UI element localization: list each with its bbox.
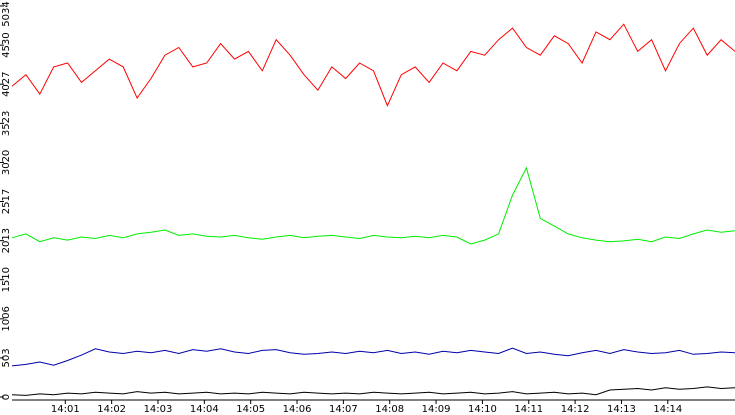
x-tick-label: 14:11 bbox=[514, 404, 543, 415]
x-tick-label: 14:12 bbox=[561, 404, 590, 415]
x-tick-label: 14:13 bbox=[607, 404, 636, 415]
x-tick-label: 14:06 bbox=[283, 404, 312, 415]
x-tick-label: 14:01 bbox=[51, 404, 80, 415]
x-tick-label: 14:05 bbox=[236, 404, 265, 415]
y-tick-label: 4027 bbox=[1, 71, 12, 96]
series-line bbox=[11, 347, 735, 367]
x-tick-label: 14:03 bbox=[144, 404, 173, 415]
y-tick-label: 2013 bbox=[1, 228, 12, 253]
y-tick-label: 5034 bbox=[1, 1, 12, 26]
y-tick-label: 3020 bbox=[1, 150, 12, 175]
x-tick-label: 14:09 bbox=[422, 404, 451, 415]
y-tick-label: 1006 bbox=[1, 306, 12, 331]
x-tick-label: 14:08 bbox=[375, 404, 404, 415]
y-tick-label: 503 bbox=[1, 348, 12, 367]
x-tick-label: 14:10 bbox=[468, 404, 497, 415]
y-tick-label: 0 bbox=[1, 394, 12, 400]
series-line bbox=[11, 23, 735, 107]
x-tick-label: 14:07 bbox=[329, 404, 358, 415]
series-line bbox=[11, 166, 735, 245]
x-tick-label: 14:02 bbox=[97, 404, 126, 415]
y-tick-label: 3523 bbox=[1, 111, 12, 136]
x-tick-label: 14:14 bbox=[653, 404, 682, 415]
x-tick-label: 14:04 bbox=[190, 404, 219, 415]
series-line bbox=[11, 386, 735, 396]
y-tick-label: 2517 bbox=[1, 189, 12, 214]
y-tick-label: 1510 bbox=[1, 267, 12, 292]
y-tick-label: 4530 bbox=[1, 32, 12, 57]
